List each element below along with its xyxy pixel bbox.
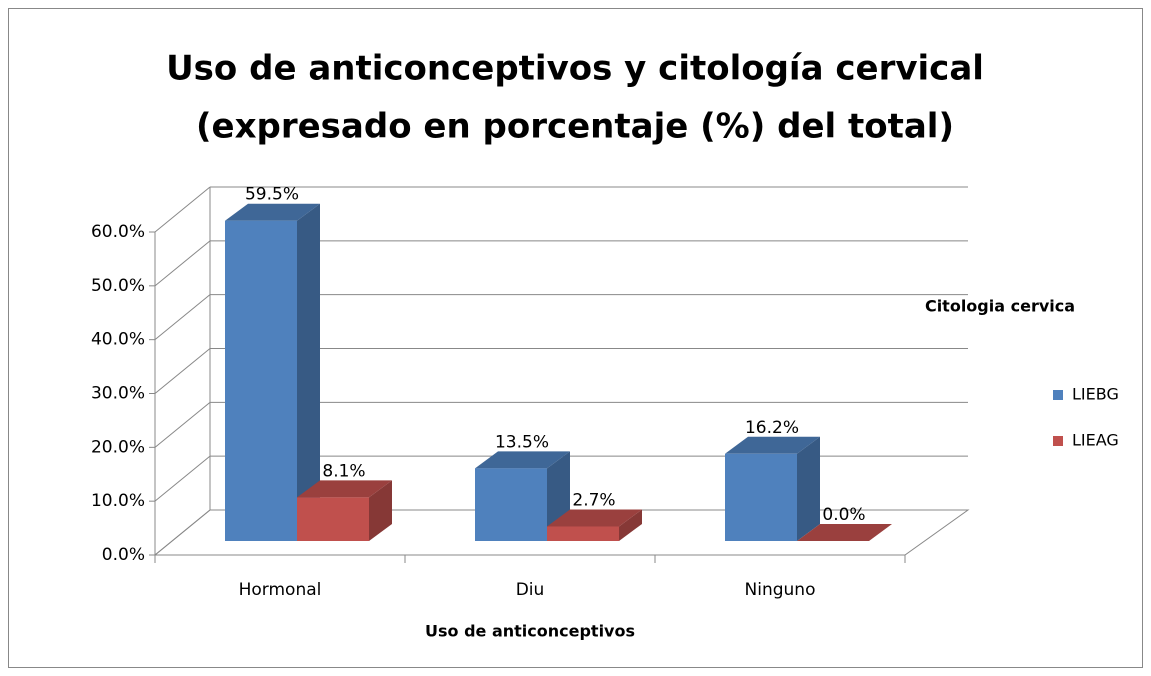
bar bbox=[297, 497, 369, 541]
data-label: 59.5% bbox=[245, 185, 299, 205]
bar-top bbox=[225, 203, 320, 221]
data-label: 13.5% bbox=[495, 432, 549, 452]
grid-diagonal bbox=[154, 240, 211, 287]
x-tick-label: Hormonal bbox=[239, 580, 322, 600]
bar bbox=[547, 526, 619, 541]
legend-label: LIEAG bbox=[1072, 431, 1119, 450]
y-tick-label: 20.0% bbox=[91, 437, 145, 457]
data-label: 0.0% bbox=[822, 505, 865, 525]
legend-title: Citologia cervica bbox=[925, 297, 1075, 316]
legend-swatch bbox=[1053, 390, 1063, 400]
grid-diagonal bbox=[154, 455, 211, 502]
bar bbox=[225, 220, 297, 542]
bar-side bbox=[797, 436, 820, 541]
bar-top bbox=[547, 509, 642, 527]
y-tick-label: 50.0% bbox=[91, 276, 145, 296]
chart-title: (expresado en porcentaje (%) del total) bbox=[196, 107, 954, 147]
chart-border bbox=[8, 8, 1143, 668]
bar-top bbox=[725, 436, 820, 454]
legend-label: LIEBG bbox=[1072, 385, 1119, 404]
x-tick-label: Diu bbox=[516, 580, 545, 600]
bar-top bbox=[475, 451, 570, 469]
bar bbox=[475, 468, 547, 541]
legend-swatch bbox=[1053, 436, 1063, 446]
grid-diagonal bbox=[154, 186, 211, 233]
x-axis-title: Uso de anticonceptivos bbox=[425, 622, 635, 641]
grid-diagonal bbox=[154, 509, 211, 556]
x-tick-label: Ninguno bbox=[745, 580, 816, 600]
bar-top bbox=[797, 524, 892, 541]
bar-side bbox=[297, 203, 320, 542]
grid-diagonal bbox=[154, 294, 211, 341]
y-tick-label: 30.0% bbox=[91, 384, 145, 404]
y-tick-label: 40.0% bbox=[91, 330, 145, 350]
bar-side bbox=[619, 509, 642, 541]
data-label: 8.1% bbox=[322, 461, 365, 481]
grid-diagonal bbox=[154, 348, 211, 394]
y-tick-label: 60.0% bbox=[91, 222, 145, 242]
data-label: 2.7% bbox=[572, 490, 615, 510]
grid-diagonal bbox=[154, 401, 211, 448]
data-label: 16.2% bbox=[745, 418, 799, 438]
y-tick-label: 10.0% bbox=[91, 491, 145, 511]
bar bbox=[725, 453, 797, 541]
y-tick-label: 0.0% bbox=[102, 545, 145, 565]
bar-side bbox=[369, 480, 392, 541]
chart-title: Uso de anticonceptivos y citología cervi… bbox=[166, 49, 984, 89]
bar-top bbox=[297, 480, 392, 498]
